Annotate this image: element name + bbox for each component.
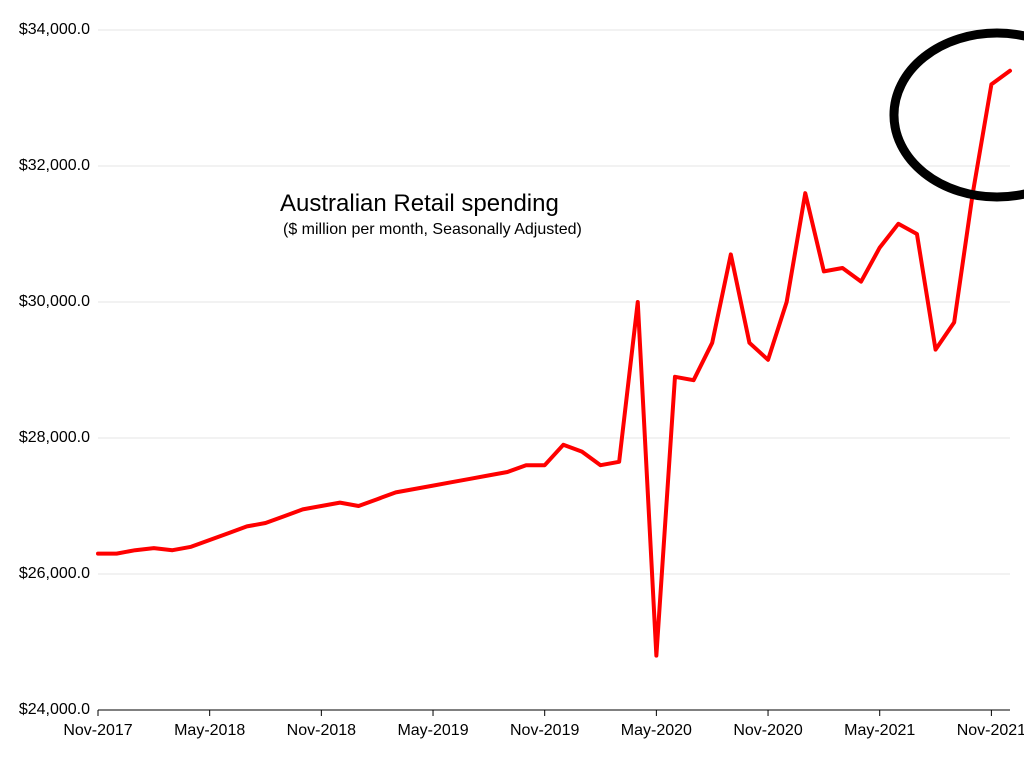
x-tick-label: Nov-2020 [733, 722, 802, 740]
y-tick-label: $24,000.0 [0, 701, 90, 719]
retail-spending-chart: $24,000.0 $26,000.0 $28,000.0 $30,000.0 $32,… [0, 0, 1024, 768]
chart-subtitle: ($ million per month, Seasonally Adjuste… [283, 221, 582, 239]
chart-title: Australian Retail spending [280, 190, 559, 218]
chart-svg [0, 0, 1024, 768]
x-tick-label: Nov-2021 [957, 722, 1024, 740]
y-tick-label: $30,000.0 [0, 293, 90, 311]
y-tick-label: $34,000.0 [0, 21, 90, 39]
x-tick-label: May-2021 [844, 722, 915, 740]
x-tick-label: May-2019 [397, 722, 468, 740]
y-tick-label: $28,000.0 [0, 429, 90, 447]
x-tick-label: Nov-2018 [287, 722, 356, 740]
x-tick-label: Nov-2017 [63, 722, 132, 740]
x-tick-label: May-2020 [621, 722, 692, 740]
x-tick-label: May-2018 [174, 722, 245, 740]
y-tick-label: $32,000.0 [0, 157, 90, 175]
y-tick-label: $26,000.0 [0, 565, 90, 583]
x-tick-label: Nov-2019 [510, 722, 579, 740]
